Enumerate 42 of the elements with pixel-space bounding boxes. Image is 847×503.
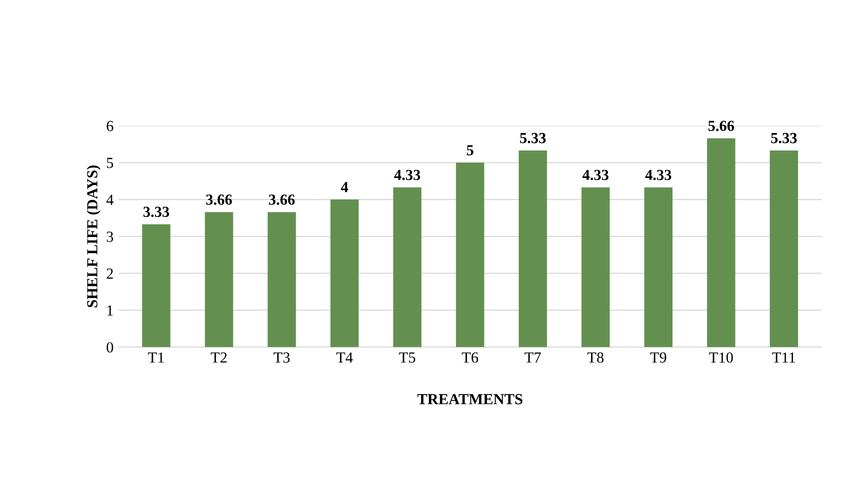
data-label: 5.66: [708, 120, 734, 132]
bar: [518, 150, 547, 348]
y-tick-label: 6: [106, 120, 114, 132]
x-tick-label: T5: [399, 352, 416, 363]
x-tick-label: T4: [336, 352, 353, 363]
y-tick-label: 5: [106, 158, 114, 168]
bar: [582, 187, 610, 348]
x-tick-label: T6: [462, 352, 478, 363]
y-tick-label: 4: [106, 194, 114, 205]
bar: [268, 212, 296, 348]
data-label: 4: [340, 182, 348, 192]
bar: [644, 187, 673, 348]
data-label: 5.33: [771, 132, 797, 144]
x-tick-label: T2: [210, 352, 227, 363]
bar: [707, 138, 736, 348]
y-tick-label: 3: [106, 232, 114, 242]
data-label: 3.66: [268, 194, 295, 205]
x-tick-label: T7: [524, 352, 541, 363]
y-tick-label: 2: [106, 268, 113, 279]
x-tick-label: T1: [148, 352, 164, 363]
x-tick-label: T10: [709, 352, 733, 363]
x-tick-label: T8: [587, 352, 604, 363]
data-label: 4.33: [645, 170, 672, 180]
data-label: 3.33: [143, 206, 170, 218]
y-tick-label: 0: [106, 342, 114, 353]
y-axis-title: SHELF LIFE (DAYS): [86, 165, 101, 308]
bar: [456, 162, 484, 348]
bar: [204, 212, 234, 348]
bar: [330, 200, 359, 348]
x-axis-title: TREATMENTS: [417, 394, 522, 404]
data-label: 5.33: [520, 132, 546, 144]
x-tick-label: T11: [772, 352, 796, 363]
bar: [393, 187, 422, 348]
bar: [142, 224, 170, 348]
data-label: 4.33: [394, 170, 420, 180]
data-label: 4.33: [582, 170, 608, 180]
x-tick-label: T9: [650, 352, 666, 363]
x-tick-label: T3: [274, 352, 290, 363]
data-label: 5: [466, 145, 474, 156]
y-tick-label: 1: [107, 305, 113, 316]
data-label: 3.66: [206, 194, 232, 205]
bar: [770, 150, 798, 348]
